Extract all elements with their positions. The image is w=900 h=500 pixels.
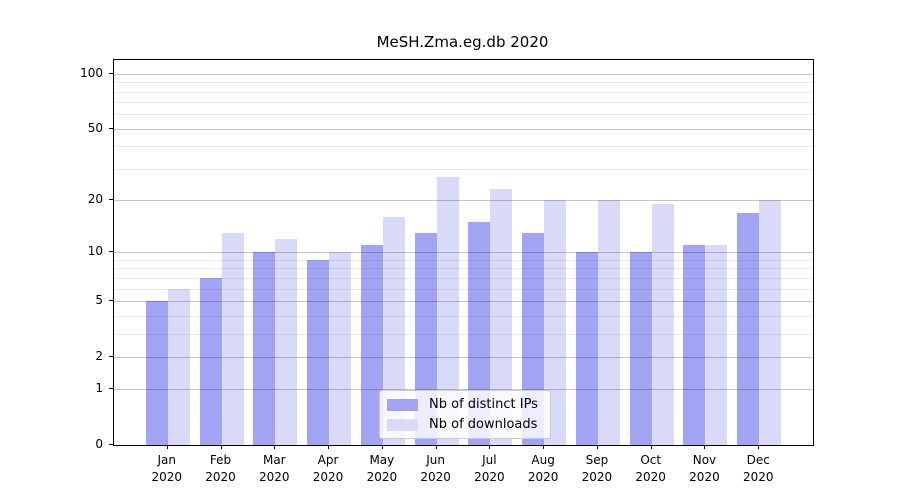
gridline-minor [114,168,813,170]
legend: Nb of distinct IPs Nb of downloads [379,390,551,439]
x-tick-label: Jan 2020 [151,453,183,484]
bar-downloads [382,217,405,445]
bar-distinct-ips [629,252,652,445]
legend-item: Nb of distinct IPs [387,397,538,412]
y-tick-mark [109,127,113,129]
bar-downloads [759,200,782,445]
x-tick-label: Apr 2020 [312,453,344,484]
x-tick-mark [543,445,545,449]
y-tick-label: 5 [95,292,103,307]
x-tick-mark [166,445,168,449]
downloads-swatch-icon [387,418,418,431]
chart-title: MeSH.Zma.eg.db 2020 [376,33,549,51]
bar-downloads [221,232,244,445]
bar-downloads [436,177,459,445]
gridline-minor [114,82,813,84]
gridline-major [114,200,813,202]
bar-downloads [597,200,620,445]
x-tick-mark [381,445,383,449]
bar-downloads [167,288,190,445]
x-tick-label: Oct 2020 [635,453,666,484]
x-tick-label: Jun 2020 [420,453,451,484]
bar-downloads [544,200,567,445]
x-tick-label: Jul 2020 [474,453,505,484]
bar-distinct-ips [145,300,168,445]
bar-downloads [329,252,352,445]
legend-item: Nb of downloads [387,417,538,432]
x-tick-mark [650,445,652,449]
gridline-major [114,128,813,130]
bar-distinct-ips [683,245,706,445]
gridline-minor [114,91,813,93]
y-tick-mark [109,388,113,390]
x-tick-mark [489,445,491,449]
gridline-minor [114,146,813,148]
y-tick-label: 0 [95,437,103,451]
bar-distinct-ips [737,212,760,445]
x-tick-mark [274,445,276,449]
y-tick-label: 50 [87,120,103,135]
x-tick-label: Dec 2020 [742,453,774,484]
x-tick-label: May 2020 [366,453,398,484]
bar-downloads [275,238,298,445]
x-tick-label: Feb 2020 [205,453,236,484]
x-tick-mark [435,445,437,449]
bar-distinct-ips [575,252,598,445]
gridline-minor [114,102,813,104]
y-tick-mark [109,299,113,301]
x-tick-mark [328,445,330,449]
y-tick-mark [109,444,113,445]
gridline-major [114,73,813,75]
x-tick-label: Nov 2020 [689,453,720,484]
bar-distinct-ips [468,222,491,445]
gridline-minor [114,114,813,116]
y-tick-label: 2 [95,348,103,363]
x-tick-mark [220,445,222,449]
bar-downloads [490,189,513,445]
distinct-ips-swatch-icon [387,398,418,411]
x-tick-mark [758,445,760,449]
y-tick-label: 1 [95,381,103,396]
legend-label: Nb of distinct IPs [429,397,538,412]
x-tick-label: Aug 2020 [527,453,559,484]
x-tick-mark [704,445,706,449]
y-tick-mark [109,251,113,253]
bar-downloads [651,204,674,445]
y-tick-label: 10 [87,244,103,259]
x-tick-label: Mar 2020 [259,453,290,484]
plot-area: Nb of distinct IPs Nb of downloads [113,59,814,446]
y-tick-label: 100 [80,65,103,80]
x-tick-mark [596,445,598,449]
y-tick-mark [109,199,113,201]
y-tick-mark [109,355,113,357]
bar-distinct-ips [253,252,276,445]
bar-distinct-ips [360,245,383,445]
x-tick-label: Sep 2020 [581,453,613,484]
bar-downloads [705,245,728,445]
bar-distinct-ips [307,259,330,445]
legend-label: Nb of downloads [429,417,538,432]
y-tick-label: 20 [87,192,103,207]
y-tick-mark [109,72,113,74]
bar-distinct-ips [199,277,222,445]
